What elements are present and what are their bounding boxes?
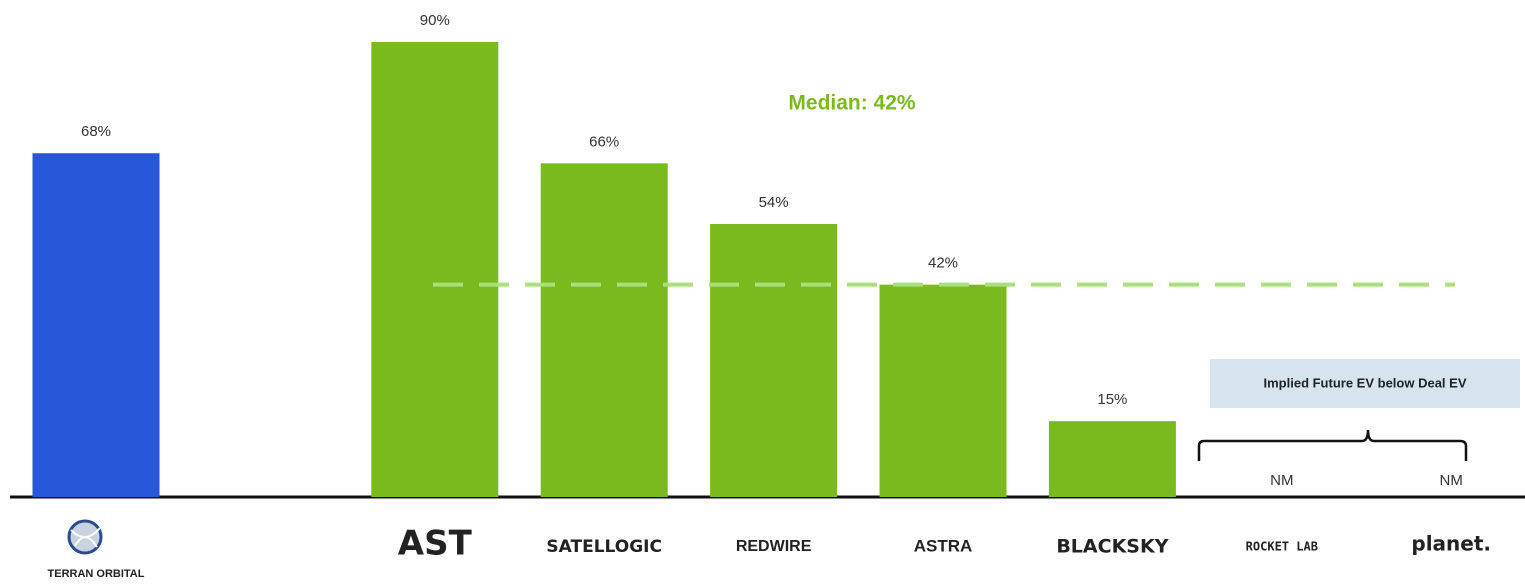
- median-label: Median: 42%: [788, 92, 916, 115]
- value-label: 90%: [420, 12, 450, 29]
- category-logo: BLACKSKY: [1056, 536, 1168, 558]
- bar: [32, 153, 160, 497]
- category-logo: REDWIRE: [736, 538, 812, 555]
- value-label: NM: [1440, 472, 1463, 489]
- value-label: 42%: [928, 255, 958, 272]
- annotation: Implied Future EV below Deal EV: [1264, 375, 1467, 390]
- category-logo: TERRAN ORBITAL: [48, 568, 145, 580]
- bar: [371, 42, 499, 497]
- annotation-box: [1210, 359, 1520, 408]
- category-logo: SATELLOGIC: [546, 537, 662, 557]
- value-label: 68%: [81, 123, 111, 140]
- bar: [710, 224, 838, 497]
- terran-icon: [67, 519, 103, 555]
- category-logo: ASTRA: [914, 536, 973, 555]
- bar: [540, 163, 668, 498]
- value-label: NM: [1270, 472, 1293, 489]
- bar: [879, 284, 1007, 497]
- value-label: 15%: [1097, 391, 1127, 408]
- value-label: 54%: [759, 194, 789, 211]
- brace: [1197, 429, 1468, 461]
- category-logo: ROCKET LAB: [1246, 540, 1318, 554]
- category-logo: AST: [398, 524, 473, 564]
- category-logo: planet.: [1411, 532, 1491, 556]
- value-label: 66%: [589, 133, 619, 150]
- bar: [1048, 421, 1176, 497]
